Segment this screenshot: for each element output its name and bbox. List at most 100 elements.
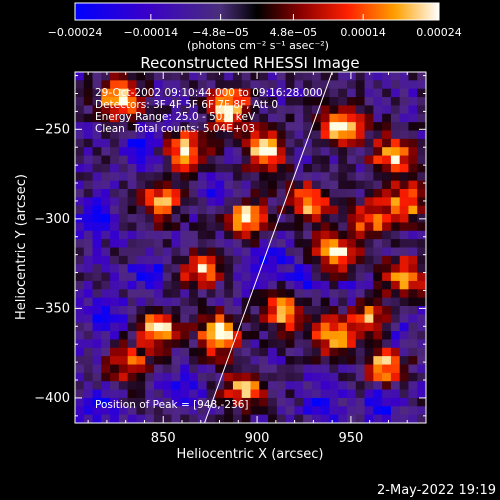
heatmap-cell <box>303 172 313 182</box>
heatmap-cell <box>399 147 410 157</box>
heatmap-cell <box>259 381 269 391</box>
heatmap-cell <box>268 172 278 182</box>
heatmap-cell <box>136 155 146 165</box>
heatmap-cell <box>197 255 208 265</box>
heatmap-cell <box>189 97 199 107</box>
heatmap-cell <box>303 389 313 399</box>
heatmap-cell <box>303 364 313 374</box>
heatmap-cell <box>329 163 339 173</box>
heatmap-cell <box>338 138 348 148</box>
heatmap-cell <box>399 122 410 132</box>
heatmap-cell <box>390 381 401 391</box>
heatmap-cell <box>197 339 208 349</box>
heatmap-cell <box>136 180 146 190</box>
heatmap-cell <box>382 314 392 324</box>
heatmap-cell <box>250 163 260 173</box>
heatmap-cell <box>180 255 190 265</box>
heatmap-cell <box>311 180 322 190</box>
heatmap-cell <box>189 339 199 349</box>
heatmap-cell <box>250 180 260 190</box>
heatmap-cell <box>110 205 120 215</box>
heatmap-cell <box>145 347 155 357</box>
heatmap-cell <box>241 255 252 265</box>
heatmap-cell <box>162 347 173 357</box>
heatmap-cell <box>171 297 181 307</box>
heatmap-cell <box>224 297 234 307</box>
heatmap-cell <box>268 130 278 140</box>
heatmap-cell <box>417 314 426 324</box>
heatmap-cell <box>75 280 85 290</box>
heatmap-cell <box>303 280 313 290</box>
heatmap-cell <box>347 197 357 207</box>
heatmap-cell <box>127 88 138 98</box>
heatmap-cell <box>206 289 217 299</box>
heatmap-cell <box>101 138 111 148</box>
heatmap-cell <box>276 155 287 165</box>
heatmap-cell <box>197 122 208 132</box>
heatmap-cell <box>276 314 287 324</box>
heatmap-cell <box>92 247 102 257</box>
heatmap-cell <box>153 214 164 224</box>
heatmap-cell <box>206 364 217 374</box>
heatmap-cell <box>382 306 392 315</box>
heatmap-cell <box>303 289 313 299</box>
heatmap-cell <box>215 322 225 332</box>
heatmap-cell <box>162 180 173 190</box>
heatmap-cell <box>276 364 287 374</box>
heatmap-cell <box>355 130 366 140</box>
heatmap-cell <box>311 205 322 215</box>
heatmap-cell <box>373 130 383 140</box>
heatmap-cell <box>101 205 111 215</box>
heatmap-cell <box>206 297 217 307</box>
heatmap-cell <box>136 122 146 132</box>
heatmap-cell <box>408 230 418 240</box>
heatmap-cell <box>338 297 348 307</box>
heatmap-cell <box>408 289 418 299</box>
heatmap-cell <box>338 122 348 132</box>
heatmap-cell <box>320 406 331 416</box>
heatmap-cell <box>197 372 208 382</box>
heatmap-cell <box>75 72 85 81</box>
heatmap-cell <box>171 130 181 140</box>
heatmap-cell <box>153 147 164 157</box>
heatmap-cell <box>153 314 164 324</box>
heatmap-cell <box>136 230 146 240</box>
heatmap-cell <box>145 72 155 81</box>
heatmap-cell <box>268 88 278 98</box>
heatmap-cell <box>145 230 155 240</box>
heatmap-cell <box>417 255 426 265</box>
heatmap-cell <box>171 339 181 349</box>
heatmap-cell <box>373 105 383 115</box>
heatmap-cell <box>294 347 304 357</box>
heatmap-cell <box>320 105 331 115</box>
heatmap-cell <box>355 272 366 282</box>
heatmap-cell <box>382 239 392 249</box>
heatmap-cell <box>92 280 102 290</box>
heatmap-cell <box>417 247 426 257</box>
heatmap-cell <box>373 331 383 341</box>
heatmap-cell <box>276 264 287 274</box>
heatmap-cell <box>206 264 217 274</box>
heatmap-cell <box>390 180 401 190</box>
heatmap-cell <box>127 222 138 232</box>
heatmap-cell <box>136 247 146 257</box>
heatmap-cell <box>215 331 225 341</box>
heatmap-cell <box>399 397 410 407</box>
heatmap-cell <box>408 406 418 416</box>
heatmap-cell <box>162 289 173 299</box>
heatmap-cell <box>408 280 418 290</box>
heatmap-cell <box>83 97 94 107</box>
heatmap-cell <box>145 197 155 207</box>
heatmap-cell <box>320 280 331 290</box>
heatmap-cell <box>285 297 295 307</box>
heatmap-cell <box>373 197 383 207</box>
heatmap-cell <box>408 356 418 366</box>
heatmap-cell <box>127 406 138 416</box>
heatmap-cell <box>276 172 287 182</box>
heatmap-cell <box>241 381 252 391</box>
heatmap-cell <box>311 364 322 374</box>
heatmap-cell <box>232 397 243 407</box>
heatmap-cell <box>224 147 234 157</box>
heatmap-cell <box>92 113 102 123</box>
heatmap-cell <box>197 189 208 198</box>
